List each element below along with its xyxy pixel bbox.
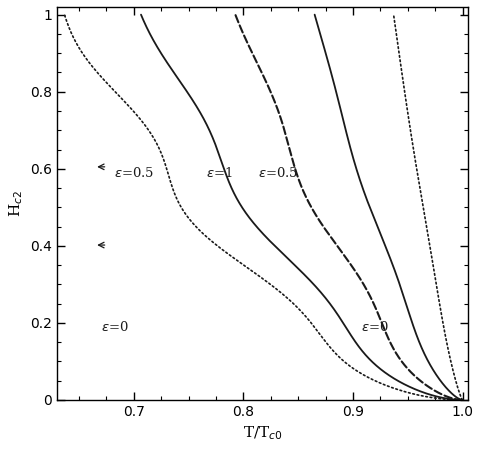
Text: $\epsilon$=1: $\epsilon$=1: [205, 166, 232, 180]
Text: $\epsilon$=0.5: $\epsilon$=0.5: [258, 166, 298, 180]
Text: $\epsilon$=0.5: $\epsilon$=0.5: [113, 166, 154, 180]
Text: $\epsilon$=0: $\epsilon$=0: [360, 320, 388, 334]
X-axis label: T/T$_{c0}$: T/T$_{c0}$: [242, 424, 282, 442]
Y-axis label: H$_{c2}$: H$_{c2}$: [7, 190, 24, 217]
Text: $\epsilon$=0: $\epsilon$=0: [101, 320, 129, 334]
